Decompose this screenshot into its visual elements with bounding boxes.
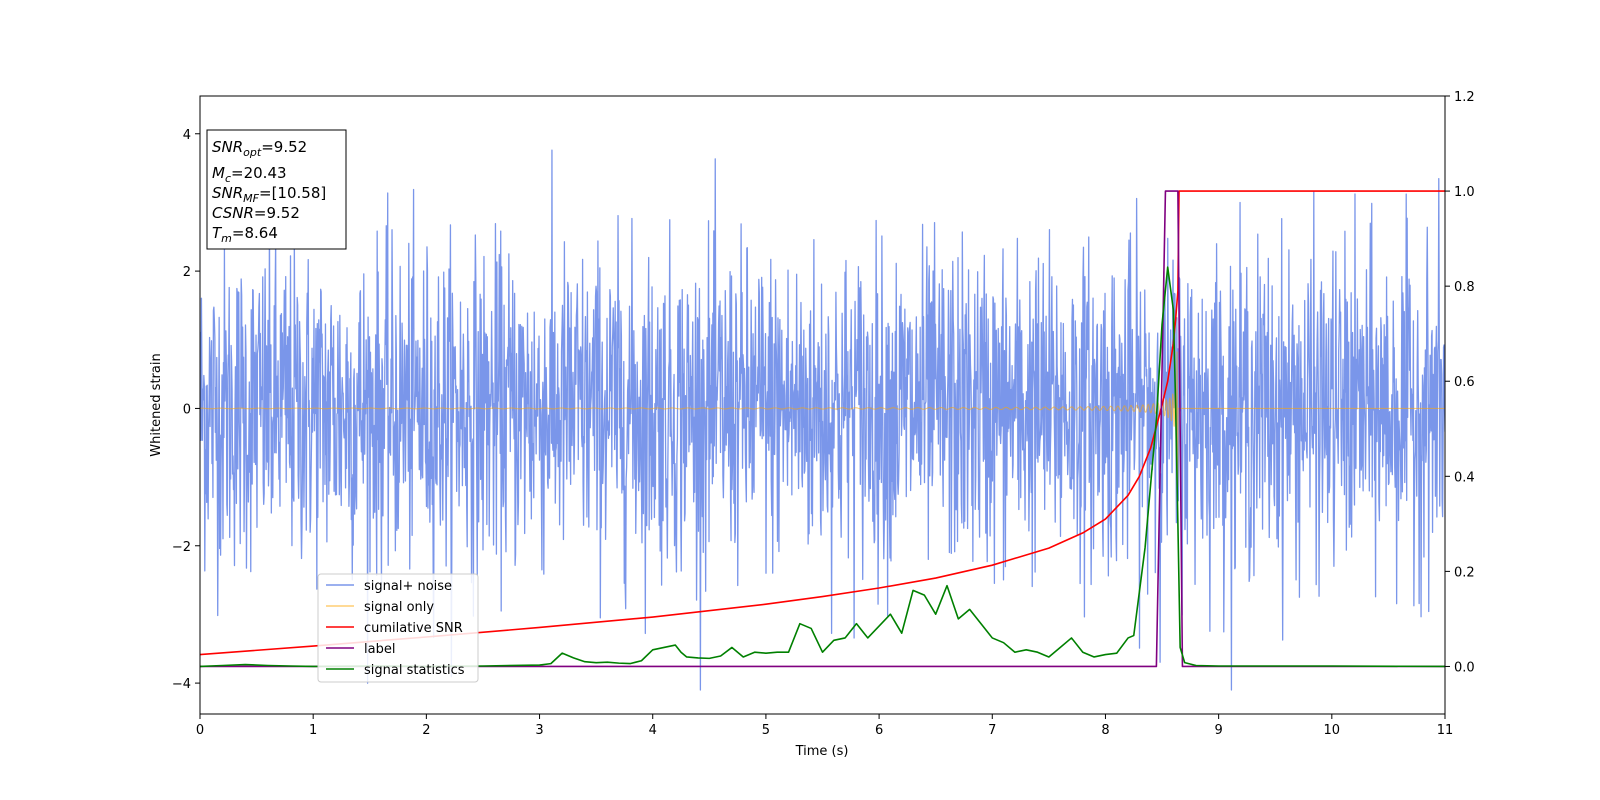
x-tick-label: 11 (1437, 723, 1454, 738)
y-tick-label: 4 (183, 128, 191, 143)
y-tick-label: −2 (172, 540, 191, 555)
y2-tick-label: 0.6 (1454, 375, 1475, 390)
y-tick-label: −4 (172, 677, 191, 692)
y2-tick-label: 1.0 (1454, 185, 1475, 200)
y-axis-left: −4 −2 0 2 4 (172, 128, 200, 692)
legend-label: label (364, 642, 395, 657)
series-line-signal-only (200, 351, 1445, 487)
x-tick-label: 0 (196, 723, 204, 738)
plot-frame (199, 95, 1446, 715)
series-line-2 (200, 190, 1445, 656)
y2-tick-label: 1.2 (1454, 90, 1475, 105)
annotation-mc: Mc=20.43 (212, 164, 287, 185)
annotation-frame (206, 129, 347, 250)
x-tick-label: 3 (535, 723, 543, 738)
legend-label: signal+ noise (364, 579, 452, 594)
x-tick-label: 10 (1324, 723, 1341, 738)
series-line-signal-noise (200, 149, 1445, 691)
legend-frame (317, 573, 479, 683)
annotation-csnr: CSNR=9.52 (212, 204, 300, 222)
y-axis-right: 0.0 0.2 0.4 0.6 0.8 1.0 1.2 (1445, 90, 1475, 675)
annotation-tm: Tm=8.64 (212, 224, 278, 245)
legend-label: signal statistics (364, 663, 465, 678)
annotation-snr-mf: SNRMF=[10.58] (212, 184, 326, 205)
y-tick-label: 2 (183, 265, 191, 280)
x-tick-label: 5 (762, 723, 770, 738)
y2-tick-label: 0.2 (1454, 565, 1475, 580)
x-axis-title: Time (s) (795, 744, 849, 759)
y2-tick-label: 0.0 (1454, 660, 1475, 675)
legend-label: cumilative SNR (364, 621, 463, 636)
y2-tick-label: 0.8 (1454, 280, 1475, 295)
series-line-4 (200, 266, 1445, 668)
annotation-box: SNRopt=9.52 Mc=20.43 SNRMF=[10.58] CSNR=… (206, 129, 347, 250)
x-tick-label: 1 (309, 723, 317, 738)
y-axis-title: Whitened strain (149, 353, 164, 456)
y2-tick-label: 0.4 (1454, 470, 1475, 485)
x-tick-label: 9 (1214, 723, 1222, 738)
x-tick-label: 2 (422, 723, 430, 738)
series-layer (200, 149, 1445, 691)
legend-label: signal only (364, 600, 434, 615)
x-tick-label: 6 (875, 723, 883, 738)
y-tick-label: 0 (183, 402, 191, 417)
x-axis: 0 1 2 3 4 5 6 7 8 9 10 11 (196, 714, 1453, 738)
x-tick-label: 8 (1101, 723, 1109, 738)
annotation-snr-opt: SNRopt=9.52 (212, 138, 307, 159)
x-tick-label: 4 (649, 723, 657, 738)
x-tick-label: 7 (988, 723, 996, 738)
legend: signal+ noise signal only cumilative SNR la… (317, 573, 479, 683)
